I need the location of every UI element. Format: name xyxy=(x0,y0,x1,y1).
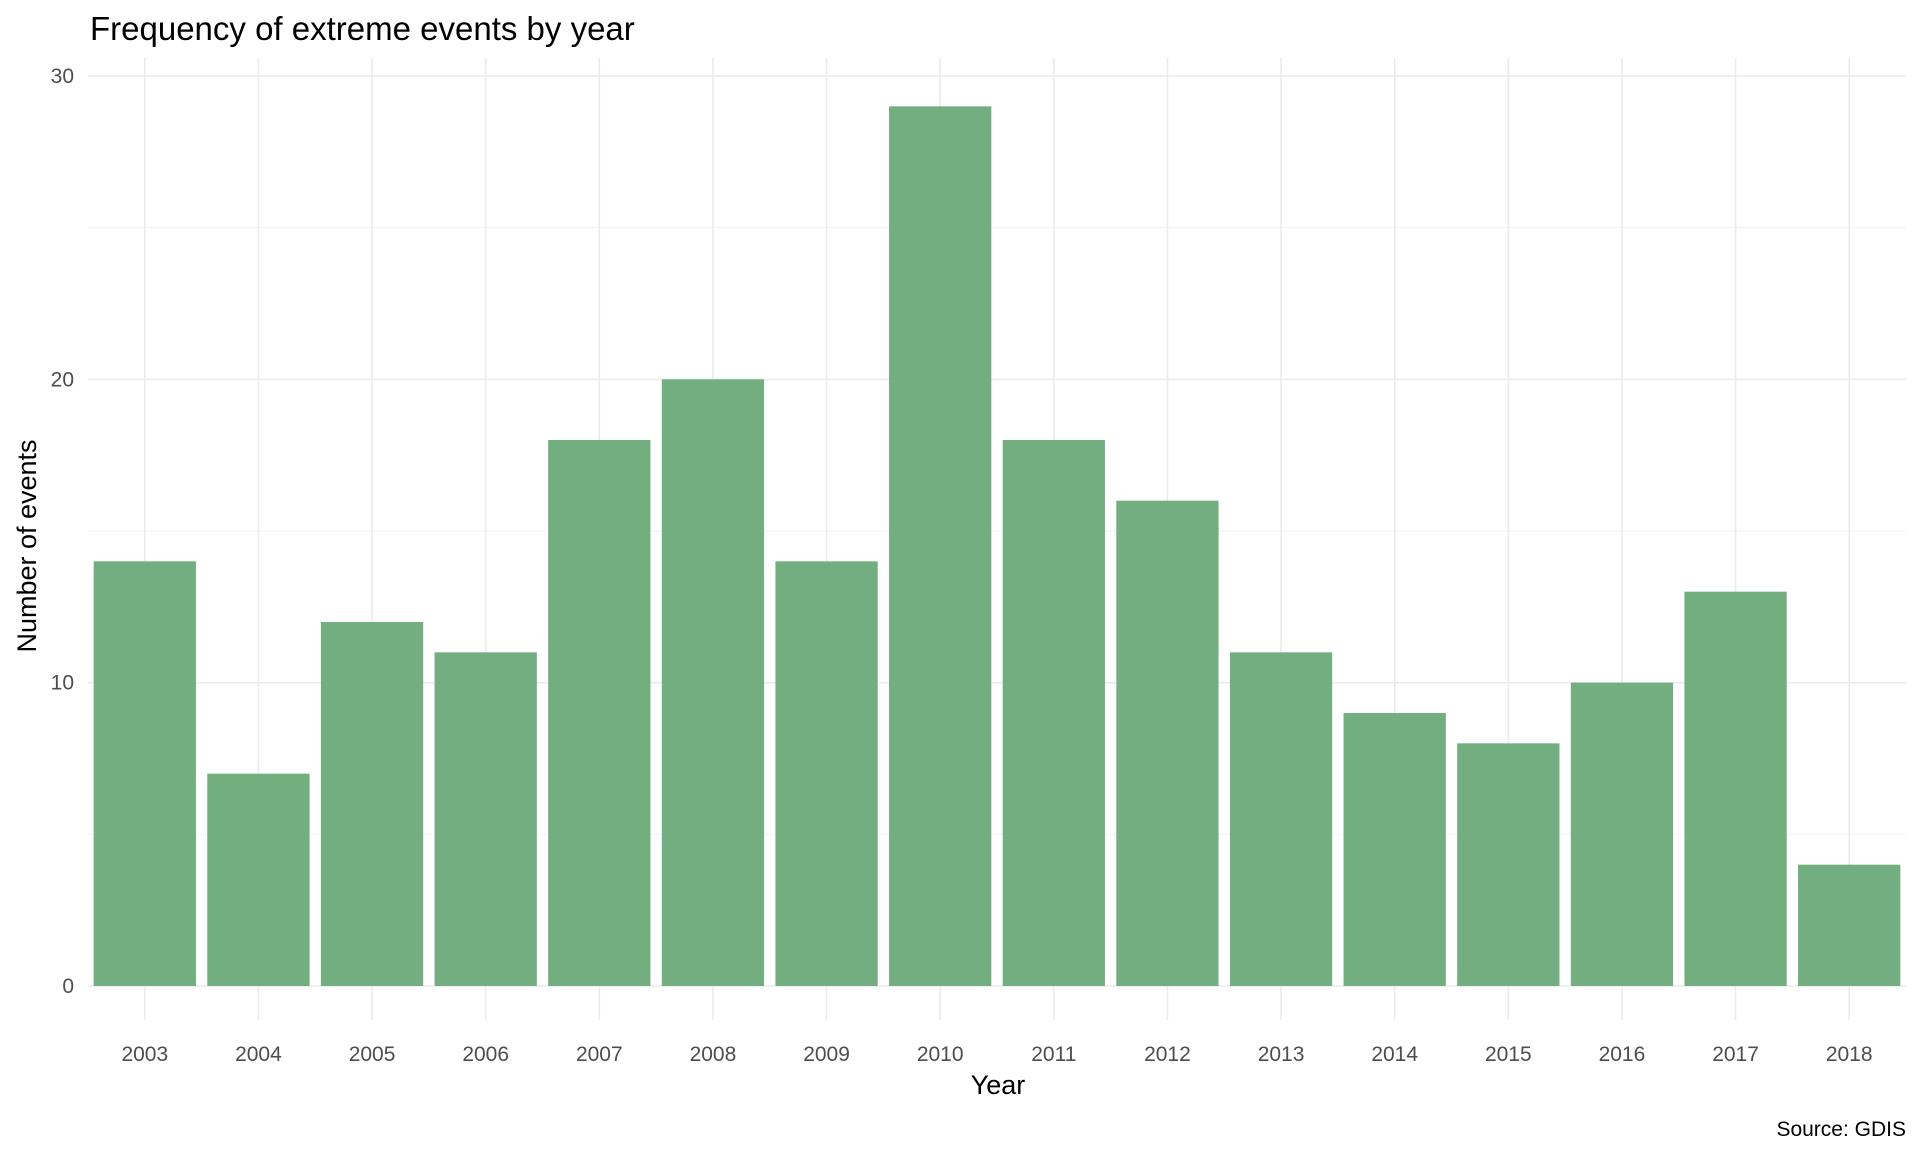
bar-2017 xyxy=(1684,591,1787,986)
y-tick-label: 30 xyxy=(51,65,74,88)
x-tick-label: 2005 xyxy=(349,1043,396,1066)
x-axis-label: Year xyxy=(971,1070,1026,1100)
bar-2006 xyxy=(434,652,537,986)
y-axis-label: Number of events xyxy=(12,439,42,652)
x-tick-label: 2009 xyxy=(803,1043,850,1066)
bar-2010 xyxy=(889,106,992,987)
x-tick-label: 2011 xyxy=(1031,1043,1076,1066)
y-tick-label: 10 xyxy=(51,672,74,695)
bar-2004 xyxy=(207,773,310,986)
x-tick-label: 2007 xyxy=(576,1043,623,1066)
x-tick-label: 2008 xyxy=(690,1043,737,1066)
bar-2018 xyxy=(1798,864,1901,986)
x-tick-label: 2014 xyxy=(1371,1043,1418,1066)
bar-2005 xyxy=(320,622,424,986)
x-tick-label: 2015 xyxy=(1485,1043,1532,1066)
bar-2015 xyxy=(1457,743,1560,986)
x-tick-label: 2003 xyxy=(121,1043,168,1066)
x-tick-label: 2013 xyxy=(1258,1043,1305,1066)
source-caption: Source: GDIS xyxy=(1776,1118,1906,1141)
bar-2008 xyxy=(661,379,765,986)
bar-2009 xyxy=(775,561,878,986)
bar-2013 xyxy=(1229,652,1333,986)
chart-title: Frequency of extreme events by year xyxy=(90,10,635,47)
bars xyxy=(93,106,1901,987)
x-tick-label: 2010 xyxy=(917,1043,964,1066)
x-tick-label: 2018 xyxy=(1826,1043,1873,1066)
bar-2007 xyxy=(548,440,651,986)
y-axis-ticks: 0 10 20 30 xyxy=(51,65,74,998)
x-tick-label: 2004 xyxy=(235,1043,282,1066)
x-tick-label: 2012 xyxy=(1144,1043,1191,1066)
x-tick-label: 2016 xyxy=(1599,1043,1646,1066)
x-tick-label: 2017 xyxy=(1712,1043,1759,1066)
y-tick-label: 0 xyxy=(62,975,74,998)
bar-2003 xyxy=(93,561,196,986)
bar-2011 xyxy=(1002,440,1105,986)
bar-2016 xyxy=(1570,682,1674,986)
y-tick-label: 20 xyxy=(51,368,74,391)
x-axis-ticks: 2003 2004 2005 2006 2007 2008 2009 2010 2011 2012… xyxy=(121,1043,1872,1066)
bar-2012 xyxy=(1116,500,1219,986)
bar-2014 xyxy=(1343,713,1446,986)
x-tick-label: 2006 xyxy=(462,1043,509,1066)
